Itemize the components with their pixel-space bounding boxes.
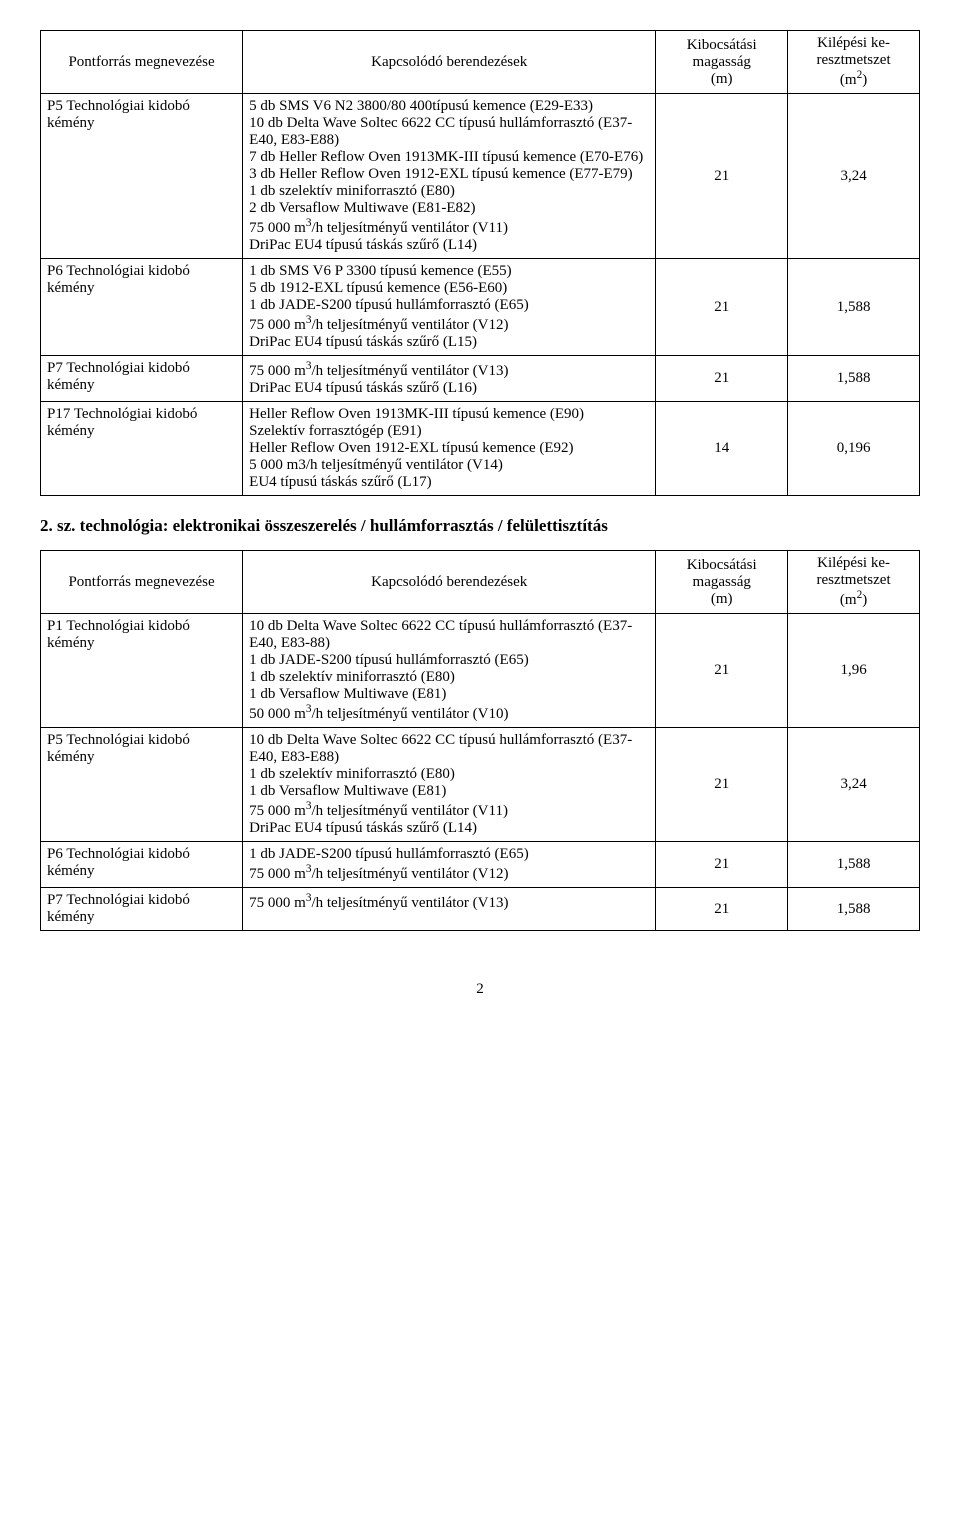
col-header: Kilépési ke-resztmetszet(m2)	[788, 31, 920, 94]
col-header: Kapcsolódó berendezések	[243, 31, 656, 94]
col-header: Kibocsátásimagasság(m)	[656, 551, 788, 614]
section-heading: 2. sz. technológia: elektronikai összesz…	[40, 516, 920, 536]
cell-area: 3,24	[788, 94, 920, 259]
cell-source: P6 Technológiai kidobó kémény	[41, 259, 243, 356]
cell-source: P1 Technológiai kidobó kémény	[41, 614, 243, 728]
cell-height: 21	[656, 259, 788, 356]
cell-area: 0,196	[788, 402, 920, 496]
cell-height: 21	[656, 842, 788, 888]
cell-area: 1,588	[788, 842, 920, 888]
cell-equipment: 75 000 m3/h teljesítményű ventilátor (V1…	[243, 356, 656, 402]
cell-source: P6 Technológiai kidobó kémény	[41, 842, 243, 888]
table-row: Pontforrás megnevezése Kapcsolódó berend…	[41, 551, 920, 614]
cell-equipment: 5 db SMS V6 N2 3800/80 400típusú kemence…	[243, 94, 656, 259]
cell-source: P17 Technológiai kidobó kémény	[41, 402, 243, 496]
table-row: P6 Technológiai kidobó kémény1 db SMS V6…	[41, 259, 920, 356]
cell-height: 14	[656, 402, 788, 496]
cell-height: 21	[656, 614, 788, 728]
col-header: Pontforrás megnevezése	[41, 31, 243, 94]
cell-source: P5 Technológiai kidobó kémény	[41, 94, 243, 259]
col-header: Kapcsolódó berendezések	[243, 551, 656, 614]
table-2: Pontforrás megnevezése Kapcsolódó berend…	[40, 550, 920, 931]
cell-height: 21	[656, 728, 788, 842]
col-header: Pontforrás megnevezése	[41, 551, 243, 614]
table-row: P5 Technológiai kidobó kémény5 db SMS V6…	[41, 94, 920, 259]
col-header: Kilépési ke-resztmetszet(m2)	[788, 551, 920, 614]
cell-area: 3,24	[788, 728, 920, 842]
cell-height: 21	[656, 888, 788, 931]
table-row: Pontforrás megnevezése Kapcsolódó berend…	[41, 31, 920, 94]
cell-equipment: 10 db Delta Wave Soltec 6622 CC típusú h…	[243, 614, 656, 728]
cell-equipment: 75 000 m3/h teljesítményű ventilátor (V1…	[243, 888, 656, 931]
cell-equipment: 1 db SMS V6 P 3300 típusú kemence (E55)5…	[243, 259, 656, 356]
table-row: P1 Technológiai kidobó kémény10 db Delta…	[41, 614, 920, 728]
table1-body: P5 Technológiai kidobó kémény5 db SMS V6…	[41, 94, 920, 496]
cell-equipment: 1 db JADE-S200 típusú hullámforrasztó (E…	[243, 842, 656, 888]
table-row: P5 Technológiai kidobó kémény10 db Delta…	[41, 728, 920, 842]
cell-source: P7 Technológiai kidobó kémény	[41, 888, 243, 931]
cell-area: 1,588	[788, 888, 920, 931]
table-row: P7 Technológiai kidobó kémény75 000 m3/h…	[41, 356, 920, 402]
table-row: P7 Technológiai kidobó kémény75 000 m3/h…	[41, 888, 920, 931]
cell-height: 21	[656, 356, 788, 402]
page-number: 2	[40, 981, 920, 998]
col-header: Kibocsátásimagasság(m)	[656, 31, 788, 94]
cell-area: 1,96	[788, 614, 920, 728]
cell-source: P7 Technológiai kidobó kémény	[41, 356, 243, 402]
table-row: P17 Technológiai kidobó kéményHeller Ref…	[41, 402, 920, 496]
cell-equipment: Heller Reflow Oven 1913MK-III típusú kem…	[243, 402, 656, 496]
cell-equipment: 10 db Delta Wave Soltec 6622 CC típusú h…	[243, 728, 656, 842]
table2-body: P1 Technológiai kidobó kémény10 db Delta…	[41, 614, 920, 931]
cell-area: 1,588	[788, 259, 920, 356]
cell-height: 21	[656, 94, 788, 259]
cell-area: 1,588	[788, 356, 920, 402]
cell-source: P5 Technológiai kidobó kémény	[41, 728, 243, 842]
table-row: P6 Technológiai kidobó kémény1 db JADE-S…	[41, 842, 920, 888]
table-1: Pontforrás megnevezése Kapcsolódó berend…	[40, 30, 920, 496]
